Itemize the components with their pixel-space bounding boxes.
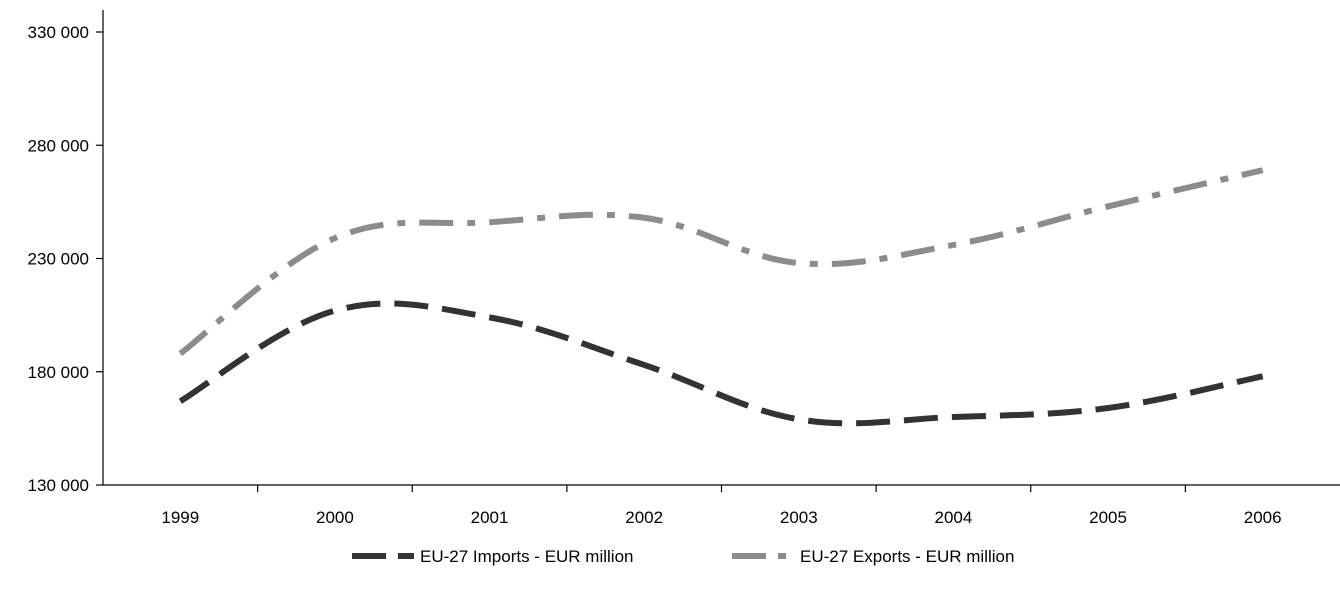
x-tick-label: 2001 (471, 508, 509, 527)
series-line-exports (178, 167, 1264, 357)
x-tick-label: 2005 (1089, 508, 1127, 527)
y-tick-label: 330 000 (28, 23, 89, 42)
y-ticks: 130 000 180 000 230 000 280 000 330 000 (28, 23, 103, 495)
legend-label: EU-27 Imports - EUR million (420, 547, 634, 566)
x-tick-label: 2004 (935, 508, 973, 527)
series-lines (178, 167, 1264, 427)
y-tick-label: 280 000 (28, 136, 89, 155)
legend: EU-27 Imports - EUR million EU-27 Exports… (352, 547, 1014, 566)
x-tick-label: 2002 (625, 508, 663, 527)
x-tick-label: 2000 (316, 508, 354, 527)
y-tick-label: 130 000 (28, 476, 89, 495)
x-tick-label: 2006 (1244, 508, 1282, 527)
y-tick-label: 230 000 (28, 250, 89, 269)
x-tick-label: 2003 (780, 508, 818, 527)
x-tick-label: 1999 (161, 508, 199, 527)
y-tick-label: 180 000 (28, 363, 89, 382)
series-line-imports (178, 300, 1264, 427)
legend-label: EU-27 Exports - EUR million (800, 547, 1014, 566)
chart-axes (102, 10, 1340, 486)
x-ticks: 1999 2000 2001 2002 2003 2004 2005 2006 (161, 485, 1282, 527)
